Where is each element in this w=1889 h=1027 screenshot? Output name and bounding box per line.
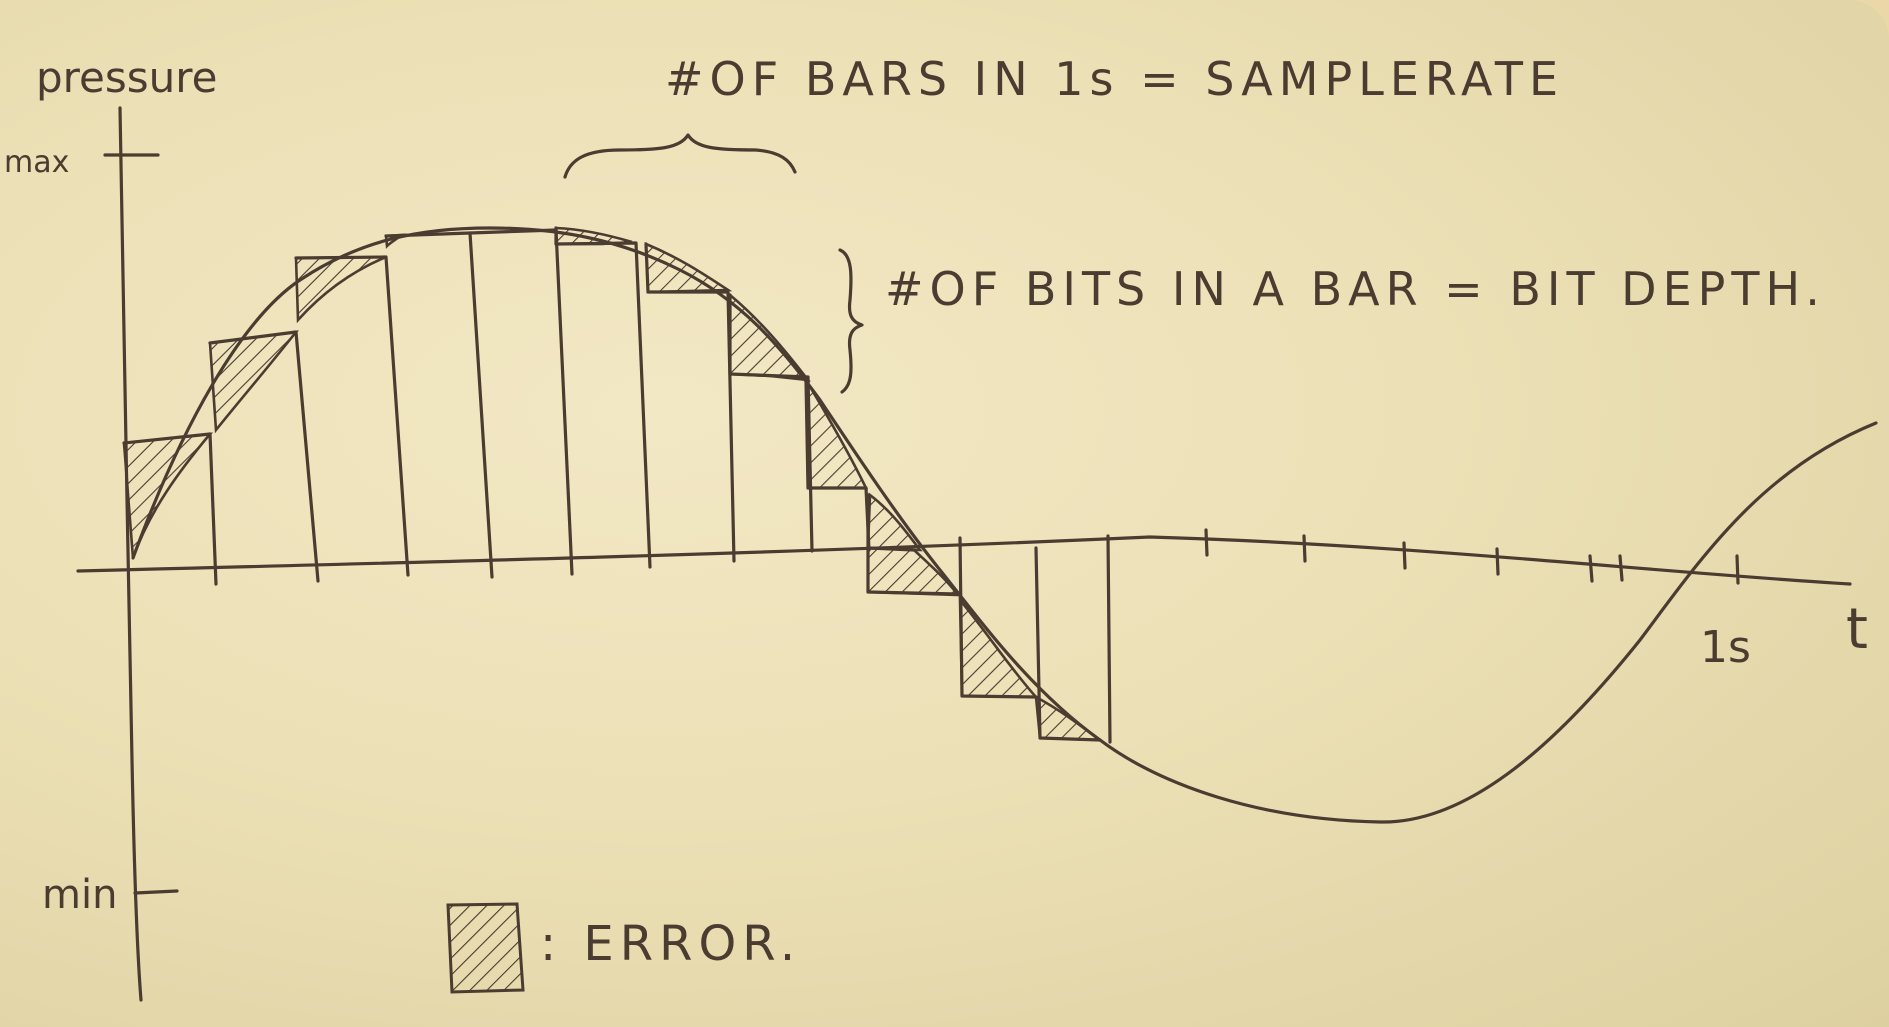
error-legend-label: : ERROR.: [540, 916, 801, 972]
error-region: [866, 546, 961, 597]
sample-bar: [1034, 546, 1102, 742]
error-region: [866, 492, 923, 552]
time-axis-ticks: [1204, 528, 1740, 585]
x-axis-title: t: [1846, 597, 1868, 662]
sample-bar: [122, 432, 218, 586]
bit-depth-annotation: #OF BITS IN A BAR = BIT DEPTH.: [885, 262, 1826, 316]
min-tick: [133, 889, 179, 895]
error-region: [804, 375, 869, 490]
sample-bar: [384, 231, 494, 579]
one-second-label: 1s: [1700, 622, 1751, 673]
error-legend-swatch: [446, 902, 525, 994]
error-region: [294, 255, 387, 324]
sample-bar: [1106, 534, 1112, 744]
y-min-label: min: [42, 872, 117, 918]
sample-bar: [958, 536, 1038, 699]
sample-bar: [554, 226, 652, 569]
pressure-axis: [118, 106, 143, 1002]
error-region: [208, 330, 299, 434]
sample-rate-brace: [563, 133, 797, 179]
sample-bar: [644, 242, 736, 563]
bit-depth-brace: [838, 248, 864, 394]
time-axis: [76, 535, 1852, 586]
sample-bars: [122, 226, 1112, 744]
error-region: [958, 596, 1039, 699]
analog-waveform: [131, 226, 1878, 824]
sample-rate-annotation: #OF BARS IN 1s = SAMPLERATE: [665, 52, 1564, 106]
sample-bar: [468, 228, 574, 576]
sample-bar: [866, 546, 960, 596]
error-region: [122, 432, 214, 559]
error-region: [644, 242, 733, 294]
sample-bar: [294, 255, 410, 577]
sample-bar: [728, 293, 814, 553]
y-max-label: max: [4, 145, 69, 180]
y-axis-title: pressure: [36, 53, 217, 102]
sample-bar: [208, 330, 320, 583]
